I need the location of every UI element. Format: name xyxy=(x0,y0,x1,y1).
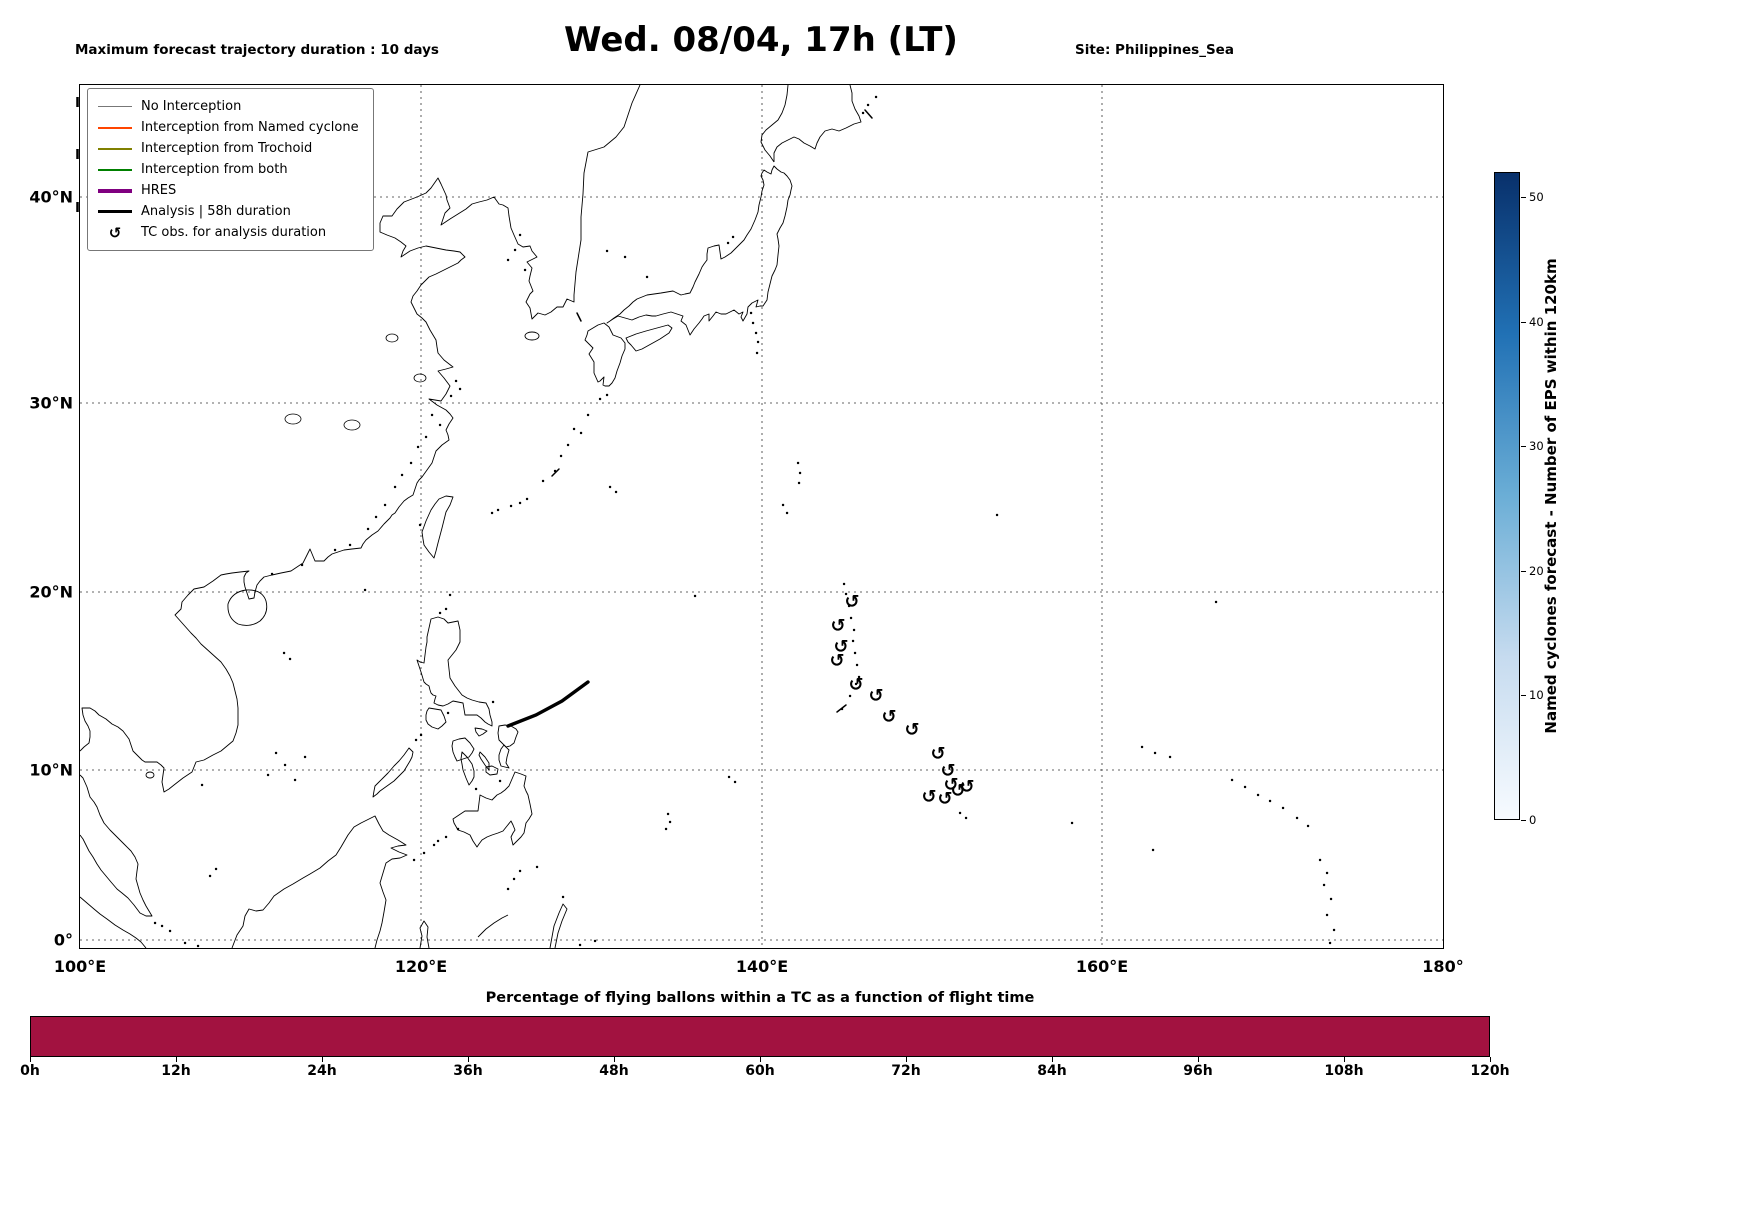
map-panel: No Interception Interception from Named c… xyxy=(79,84,1444,949)
map-canvas xyxy=(80,85,1443,948)
lat-tick-label: 30°N xyxy=(29,393,73,413)
legend-line-sample xyxy=(98,126,132,129)
bottom-axis-tick-label: 84h xyxy=(1037,1063,1067,1079)
legend-item: Interception from Trochoid xyxy=(98,138,359,159)
site-line: Site: Philippines_Sea xyxy=(1075,42,1234,58)
legend-item-label: Interception from Named cyclone xyxy=(141,120,359,135)
bottom-axis-tick xyxy=(1052,1057,1053,1062)
tc-observation-marker: ↺ xyxy=(940,760,956,782)
bottom-axis-tick-label: 72h xyxy=(891,1063,921,1079)
bottom-axis-tick xyxy=(1198,1057,1199,1062)
bottom-axis-tick-label: 48h xyxy=(599,1063,629,1079)
bottom-axis-tick xyxy=(322,1057,323,1062)
analysis-trajectory-line xyxy=(506,680,590,728)
legend-item: Interception from Named cyclone xyxy=(98,117,359,138)
bottom-axis-tick xyxy=(1490,1057,1491,1062)
bottom-axis-tick-label: 60h xyxy=(745,1063,775,1079)
tc-observation-marker: ↺ xyxy=(950,780,966,802)
tc-observation-marker: ↺ xyxy=(959,776,975,798)
max-duration-line: Maximum forecast trajectory duration : 1… xyxy=(75,42,439,58)
bottom-axis-tick-label: 108h xyxy=(1324,1063,1364,1079)
map-coastlines xyxy=(80,85,1336,948)
tc-observation-marker: ↺ xyxy=(844,591,860,613)
bottom-axis-tick-label: 12h xyxy=(161,1063,191,1079)
tc-observation-marker: ↺ xyxy=(921,786,937,808)
tc-obs-marker-sample: ↺ xyxy=(108,223,122,242)
bottom-axis-tick-label: 96h xyxy=(1183,1063,1213,1079)
colorbar-tick-label: 0 xyxy=(1529,813,1537,827)
tc-observation-marker: ↺ xyxy=(848,674,864,696)
colorbar-tick xyxy=(1521,321,1526,323)
map-legend: No Interception Interception from Named c… xyxy=(87,88,374,251)
legend-item-label: Analysis | 58h duration xyxy=(141,204,291,219)
legend-item: Analysis | 58h duration xyxy=(98,201,359,222)
map-gridlines xyxy=(80,85,1443,948)
lon-tick-label: 160°E xyxy=(1075,957,1129,976)
figure-title: Wed. 08/04, 17h (LT) xyxy=(564,20,958,60)
tc-observation-marker: ↺ xyxy=(830,615,846,637)
colorbar-tick xyxy=(1521,446,1526,448)
colorbar-tick-label: 50 xyxy=(1529,189,1544,204)
tc-observation-marker: ↺ xyxy=(904,719,920,741)
lon-tick-label: 140°E xyxy=(735,957,789,976)
bottom-axis-tick-label: 24h xyxy=(307,1063,337,1079)
bottom-axis-tick xyxy=(1344,1057,1345,1062)
legend-line-sample xyxy=(98,147,132,150)
lat-tick-label: 20°N xyxy=(29,582,73,602)
bottom-axis-tick xyxy=(176,1057,177,1062)
colorbar-axis-label: Named cyclones forecast - Number of EPS … xyxy=(1542,258,1560,734)
bottom-axis-tick-label: 120h xyxy=(1470,1063,1510,1079)
legend-item: Interception from both xyxy=(98,159,359,180)
legend-item: ↺ TC obs. for analysis duration xyxy=(98,222,359,243)
legend-item-label: Interception from both xyxy=(141,162,288,177)
colorbar xyxy=(1494,172,1520,820)
legend-item: HRES xyxy=(98,180,359,201)
bottom-chart-title: Percentage of flying ballons within a TC… xyxy=(485,990,1035,1006)
bottom-axis-tick xyxy=(760,1057,761,1062)
legend-item-label: HRES xyxy=(141,183,177,198)
legend-item-label: TC obs. for analysis duration xyxy=(141,225,327,240)
colorbar-tick-label: 30 xyxy=(1529,439,1544,454)
bottom-axis-tick xyxy=(614,1057,615,1062)
colorbar-tick xyxy=(1521,570,1526,572)
lon-tick-label: 180° xyxy=(1422,957,1464,976)
colorbar-tick xyxy=(1521,820,1526,821)
colorbar-tick-label: 40 xyxy=(1529,314,1544,329)
tc-observation-marker: ↺ xyxy=(868,685,884,707)
colorbar-tick xyxy=(1521,695,1526,697)
legend-item: No Interception xyxy=(98,96,359,117)
tc-observation-marker: ↺ xyxy=(881,706,897,728)
colorbar-tick-label: 20 xyxy=(1529,563,1544,578)
tc-observation-marker: ↺ xyxy=(943,774,959,796)
colorbar-tick xyxy=(1521,196,1526,198)
legend-item-label: Interception from Trochoid xyxy=(141,141,313,156)
balloon-percentage-bar xyxy=(30,1016,1490,1057)
legend-line-sample xyxy=(98,188,132,193)
tc-observation-marker: ↺ xyxy=(930,743,946,765)
legend-line-sample xyxy=(98,168,132,171)
legend-line-sample xyxy=(98,210,132,213)
legend-line-sample xyxy=(98,106,132,107)
legend-item-label: No Interception xyxy=(141,99,242,114)
bottom-axis-tick-label: 36h xyxy=(453,1063,483,1079)
tc-observation-marker: ↺ xyxy=(937,788,953,810)
bottom-axis-tick-label: 0h xyxy=(20,1063,40,1079)
lat-tick-label: 40°N xyxy=(29,187,73,207)
lat-tick-label: 0° xyxy=(53,930,73,950)
bottom-axis-tick xyxy=(906,1057,907,1062)
lon-tick-label: 100°E xyxy=(53,957,107,976)
tc-observation-marker: ↺ xyxy=(829,650,845,672)
tc-observation-marker: ↺ xyxy=(833,636,849,658)
lon-tick-label: 120°E xyxy=(394,957,448,976)
lat-tick-label: 10°N xyxy=(29,760,73,780)
bottom-axis-tick xyxy=(468,1057,469,1062)
bottom-axis-tick xyxy=(30,1057,31,1062)
colorbar-tick-label: 10 xyxy=(1529,688,1544,703)
